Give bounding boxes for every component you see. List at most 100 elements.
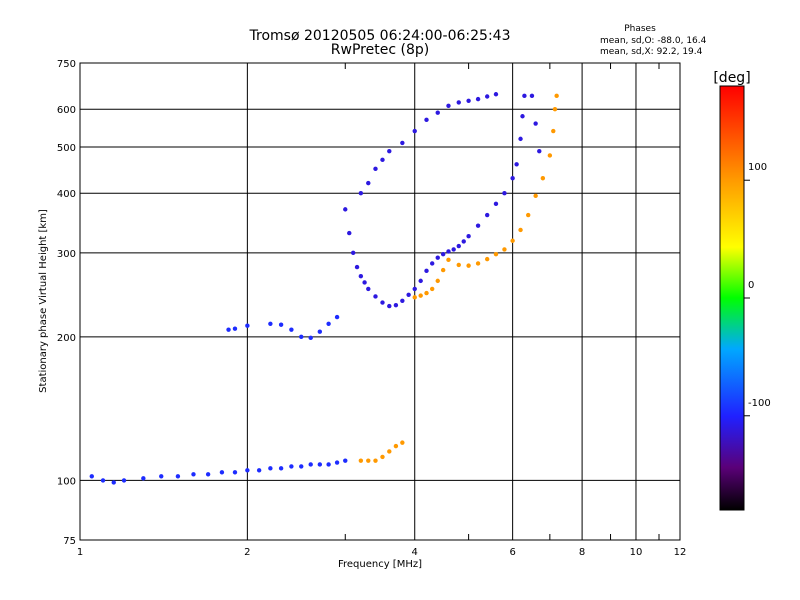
data-point [547, 153, 553, 158]
plot-points [89, 92, 559, 485]
data-point [326, 321, 331, 326]
y-tick-label: 75 [63, 536, 76, 547]
data-point [510, 176, 515, 181]
data-point [412, 128, 417, 134]
data-point [435, 110, 440, 115]
data-point [308, 335, 313, 341]
data-point [510, 238, 515, 243]
x-tick-label: 8 [579, 547, 585, 558]
data-point [393, 443, 399, 449]
x-tick-label: 10 [630, 547, 643, 558]
data-point [278, 466, 284, 471]
data-point [226, 327, 231, 332]
data-point [373, 166, 378, 172]
y-tick-label: 200 [57, 333, 76, 344]
data-point [406, 292, 411, 297]
data-point [552, 107, 558, 112]
data-point [514, 162, 519, 167]
data-point [526, 212, 531, 218]
data-point [475, 96, 481, 102]
data-point [551, 128, 556, 134]
x-tick-label: 2 [244, 547, 250, 558]
data-point [533, 121, 538, 126]
data-point [380, 454, 385, 460]
colorbar-tick-label: 100 [748, 162, 767, 173]
data-point [502, 247, 507, 252]
data-point [493, 252, 499, 257]
x-tick-label: 12 [674, 547, 687, 558]
data-point [191, 472, 196, 477]
data-point [440, 267, 446, 273]
data-point [366, 180, 371, 186]
y-tick-label: 600 [57, 105, 76, 116]
data-point [522, 93, 527, 99]
data-point [317, 462, 323, 467]
data-point [350, 250, 356, 256]
data-point [343, 458, 348, 463]
data-point [268, 321, 273, 326]
data-point [435, 255, 440, 260]
data-point [354, 264, 360, 270]
data-point [380, 157, 385, 163]
data-point [299, 464, 304, 469]
data-point [299, 334, 304, 340]
data-point [518, 227, 523, 233]
data-point [418, 293, 423, 298]
data-point [358, 273, 364, 279]
data-point [440, 252, 446, 257]
y-tick-label: 300 [57, 249, 76, 260]
plot-grid [80, 63, 680, 540]
data-point [446, 249, 451, 254]
colorbar-tick-label: 0 [748, 280, 754, 291]
data-point [100, 478, 106, 483]
data-point [456, 262, 461, 268]
data-point [289, 464, 294, 469]
chart-title: Tromsø 20120505 06:24:00-06:25:43 [249, 28, 511, 44]
data-point [366, 286, 371, 292]
data-point [446, 257, 451, 263]
data-point [493, 201, 499, 207]
data-point [446, 103, 451, 109]
data-point [387, 449, 392, 454]
colorbar-ticks: 100 0 -100 [744, 162, 771, 417]
y-ticks: 75 100 200 300 400 500 600 750 [57, 59, 76, 547]
data-point [268, 466, 273, 471]
data-point [400, 140, 405, 146]
x-axis-label: Frequency [MHz] [338, 559, 422, 570]
y-tick-label: 500 [57, 143, 76, 154]
data-point [429, 286, 435, 292]
data-point [308, 462, 313, 467]
data-point [278, 322, 284, 327]
data-point [520, 114, 525, 119]
colorbar: [deg] 100 0 -100 [713, 70, 771, 511]
y-tick-label: 400 [57, 189, 76, 200]
data-point [424, 117, 429, 123]
x-ticks: 1 2 4 6 8 10 12 [77, 63, 687, 558]
data-point [343, 207, 348, 212]
data-point [334, 314, 340, 320]
data-point [451, 247, 456, 252]
data-point [475, 223, 481, 228]
data-point [466, 98, 471, 103]
data-point [518, 136, 523, 142]
data-point [289, 327, 294, 332]
data-point [358, 458, 364, 463]
data-point [456, 243, 461, 249]
data-point [326, 462, 331, 467]
data-point [484, 212, 490, 218]
data-point [159, 474, 164, 479]
data-point [347, 230, 352, 236]
data-point [475, 261, 481, 266]
data-point [466, 263, 471, 268]
data-point [424, 290, 429, 296]
data-point [121, 478, 127, 483]
phase-stats-o: mean, sd,O: -88.0, 16.4 [600, 36, 707, 46]
data-point [373, 458, 378, 463]
data-point [387, 303, 392, 309]
data-point [175, 474, 181, 479]
data-point [334, 460, 340, 465]
data-point [256, 468, 262, 473]
data-point [400, 440, 405, 445]
